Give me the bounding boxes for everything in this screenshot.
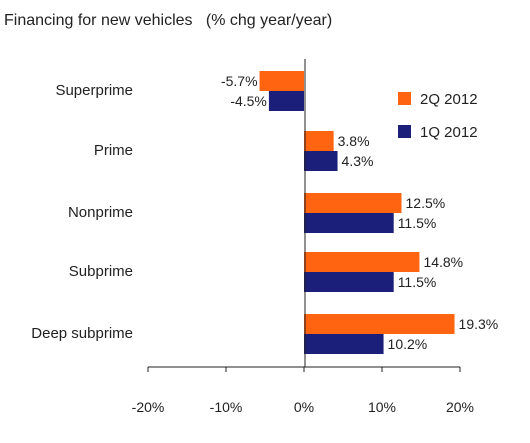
data-label: -5.7%: [221, 73, 258, 89]
bar: [304, 334, 384, 354]
category-label: Superprime: [55, 82, 133, 99]
category-label: Deep subprime: [31, 325, 133, 342]
data-label: 10.2%: [388, 336, 428, 352]
bars: [259, 71, 455, 354]
legend-swatch: [398, 125, 411, 138]
x-tick-label: -10%: [210, 399, 243, 415]
data-label: 19.3%: [459, 316, 499, 332]
legend-label: 1Q 2012: [420, 124, 478, 141]
bar: [304, 151, 338, 171]
data-label: 14.8%: [423, 254, 463, 270]
legend-swatch: [398, 92, 411, 105]
legend-label: 2Q 2012: [420, 91, 478, 108]
data-label: 4.3%: [342, 153, 374, 169]
data-label: 11.5%: [398, 215, 437, 231]
bar: [304, 193, 402, 213]
data-label: 12.5%: [406, 195, 446, 211]
bar: [304, 314, 455, 334]
data-label: 11.5%: [398, 274, 437, 290]
category-labels: Superprime Prime Nonprime Subprime Deep subp…: [31, 82, 133, 342]
x-ticks: -20% -10% 0% 10% 20%: [132, 367, 474, 415]
bar: [259, 71, 304, 91]
x-tick-label: 0%: [294, 399, 314, 415]
x-tick-label: 10%: [368, 399, 396, 415]
bar: [268, 91, 304, 111]
category-label: Nonprime: [68, 204, 133, 221]
x-tick-label: 20%: [446, 399, 474, 415]
x-tick-label: -20%: [132, 399, 165, 415]
category-label: Prime: [94, 142, 133, 159]
legend: 2Q 2012 1Q 2012: [398, 91, 478, 141]
chart-title: Financing for new vehicles (% chg year/y…: [4, 12, 332, 29]
bar: [304, 213, 394, 233]
bar: [304, 252, 420, 272]
category-label: Subprime: [69, 263, 133, 280]
data-label: -4.5%: [230, 93, 267, 109]
data-labels: -5.7% -4.5% 3.8% 4.3% 12.5% 11.5% 14.8% 11.5% 19…: [221, 73, 498, 352]
bar: [304, 131, 334, 151]
bar: [304, 272, 394, 292]
data-label: 3.8%: [338, 133, 370, 149]
